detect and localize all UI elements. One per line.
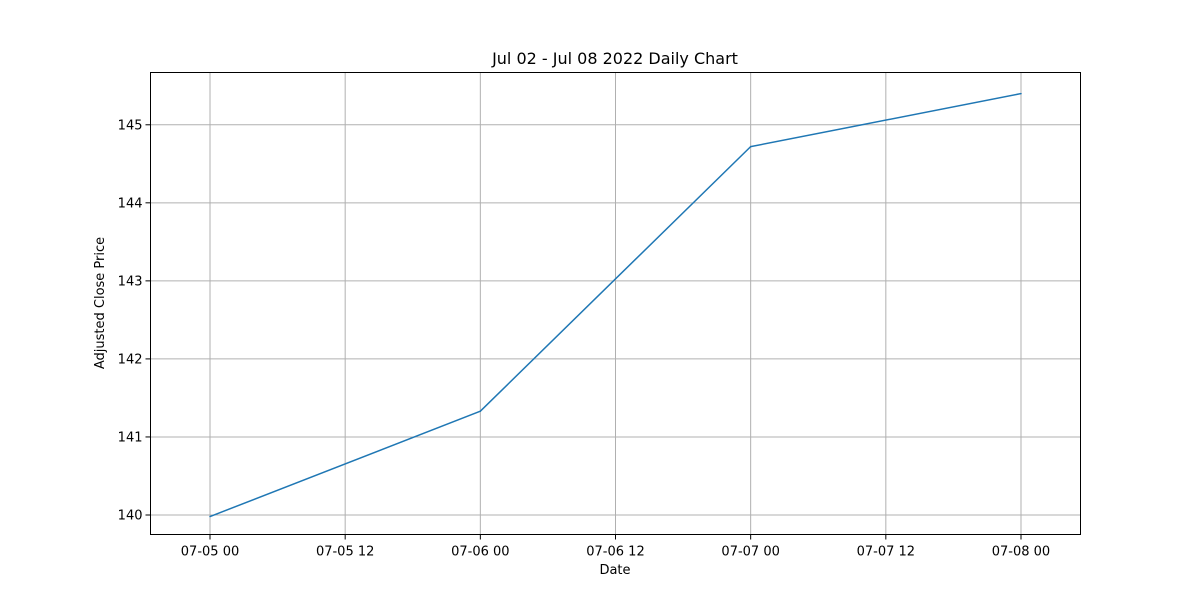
- data-point: [749, 145, 752, 148]
- y-tick-label: 145: [118, 118, 143, 133]
- x-tick-label: 07-07 12: [857, 545, 915, 560]
- y-tick-label: 141: [118, 430, 143, 445]
- x-tick-label: 07-06 12: [586, 545, 644, 560]
- data-point: [479, 410, 482, 412]
- x-tick-label: 07-07 00: [721, 545, 779, 560]
- y-axis-label: Adjusted Close Price: [93, 237, 108, 369]
- series-layer: [209, 92, 1022, 518]
- x-axis-label: Date: [599, 563, 630, 578]
- ticks: 07-05 00 07-05 12 07-06 00 07-06 12 07-07 00…: [118, 118, 1051, 559]
- chart-title: Jul 02 - Jul 08 2022 Daily Chart: [491, 49, 738, 68]
- series-line: [209, 92, 1022, 518]
- data-point: [1020, 92, 1022, 95]
- y-tick-label: 144: [118, 196, 143, 211]
- x-tick-label: 07-06 00: [451, 545, 509, 560]
- grid: [150, 72, 1081, 535]
- x-tick-label: 07-08 00: [992, 545, 1050, 560]
- y-tick-label: 140: [118, 508, 143, 523]
- data-point: [209, 515, 211, 518]
- x-tick-label: 07-05 12: [316, 545, 374, 560]
- y-tick-label: 142: [118, 352, 143, 367]
- y-tick-label: 143: [118, 274, 143, 289]
- x-tick-label: 07-05 00: [181, 545, 239, 560]
